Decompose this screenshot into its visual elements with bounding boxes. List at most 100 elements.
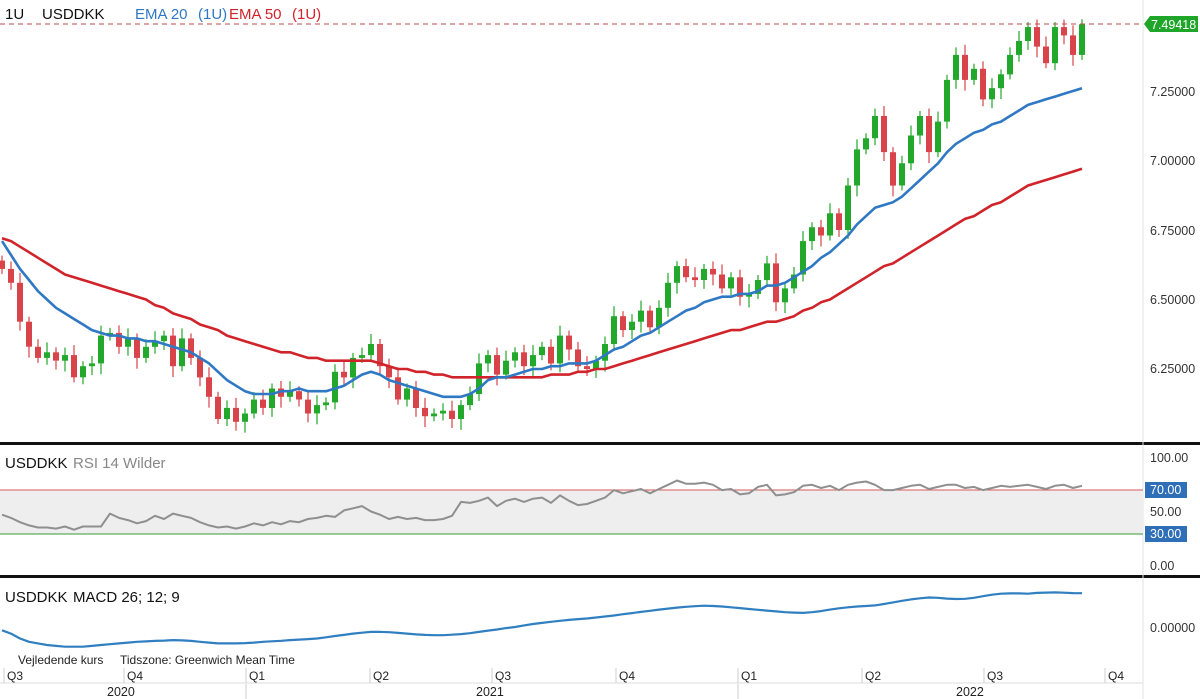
candle-body[interactable] xyxy=(44,352,50,358)
candle-body[interactable] xyxy=(863,138,869,150)
symbol-label[interactable]: USDDKK xyxy=(42,6,105,23)
candle-body[interactable] xyxy=(98,335,104,364)
candle-body[interactable] xyxy=(431,413,437,417)
candle-body[interactable] xyxy=(422,407,428,417)
candle-body[interactable] xyxy=(800,241,806,275)
candle-body[interactable] xyxy=(251,399,257,414)
candle-body[interactable] xyxy=(917,116,923,136)
candle-body[interactable] xyxy=(773,263,779,303)
candle-body[interactable] xyxy=(1034,27,1040,47)
candle-body[interactable] xyxy=(116,332,122,347)
candle-body[interactable] xyxy=(539,346,545,356)
candle-body[interactable] xyxy=(26,321,32,347)
candle-body[interactable] xyxy=(746,293,752,297)
candle-body[interactable] xyxy=(359,355,365,358)
candle-body[interactable] xyxy=(323,402,329,406)
candle-body[interactable] xyxy=(215,396,221,419)
candle-body[interactable] xyxy=(620,316,626,331)
candle-body[interactable] xyxy=(1061,27,1067,36)
candle-body[interactable] xyxy=(8,268,14,283)
panel-separator-rsi[interactable] xyxy=(0,442,1200,445)
candle-body[interactable] xyxy=(170,335,176,367)
candle-body[interactable] xyxy=(143,346,149,358)
candle-body[interactable] xyxy=(377,344,383,367)
candle-body[interactable] xyxy=(341,371,347,378)
candle-body[interactable] xyxy=(566,335,572,350)
candle-body[interactable] xyxy=(557,335,563,364)
candle-body[interactable] xyxy=(134,338,140,358)
candle-body[interactable] xyxy=(260,399,266,408)
candle-body[interactable] xyxy=(296,391,302,400)
candle-body[interactable] xyxy=(926,116,932,153)
candle-body[interactable] xyxy=(674,266,680,283)
candle-body[interactable] xyxy=(809,227,815,242)
candle-body[interactable] xyxy=(278,388,284,397)
candle-body[interactable] xyxy=(521,352,527,367)
candle-body[interactable] xyxy=(1070,35,1076,55)
candle-body[interactable] xyxy=(602,344,608,361)
candle-body[interactable] xyxy=(53,352,59,361)
candle-body[interactable] xyxy=(233,407,239,422)
candle-body[interactable] xyxy=(665,282,671,308)
rsi-symbol-label[interactable]: USDDKK xyxy=(5,455,68,472)
candle-body[interactable] xyxy=(548,346,554,364)
candle-body[interactable] xyxy=(827,213,833,236)
candle-body[interactable] xyxy=(224,407,230,419)
candle-body[interactable] xyxy=(314,405,320,414)
candle-body[interactable] xyxy=(395,377,401,400)
candle-body[interactable] xyxy=(35,346,41,358)
candle-body[interactable] xyxy=(899,163,905,186)
candle-body[interactable] xyxy=(584,366,590,369)
candle-body[interactable] xyxy=(998,74,1004,89)
candle-body[interactable] xyxy=(494,355,500,375)
candle-body[interactable] xyxy=(719,274,725,289)
candle-body[interactable] xyxy=(368,344,374,356)
candle-body[interactable] xyxy=(710,268,716,275)
candle-body[interactable] xyxy=(1079,24,1085,55)
candle-body[interactable] xyxy=(683,266,689,278)
candle-body[interactable] xyxy=(188,338,194,358)
candle-body[interactable] xyxy=(440,410,446,414)
candle-body[interactable] xyxy=(206,377,212,397)
candle-body[interactable] xyxy=(242,413,248,422)
candle-body[interactable] xyxy=(350,357,356,378)
ema20-legend-interval[interactable]: (1U) xyxy=(198,6,227,23)
candle-body[interactable] xyxy=(503,360,509,375)
candle-body[interactable] xyxy=(953,54,959,80)
candle-body[interactable] xyxy=(17,282,23,322)
candle-body[interactable] xyxy=(305,399,311,414)
candle-body[interactable] xyxy=(575,349,581,367)
candle-body[interactable] xyxy=(458,405,464,419)
candle-body[interactable] xyxy=(980,68,986,100)
rsi-indicator-label[interactable]: RSI 14 Wilder xyxy=(73,455,166,472)
candle-body[interactable] xyxy=(476,363,482,394)
candle-body[interactable] xyxy=(593,360,599,369)
candle-body[interactable] xyxy=(818,227,824,236)
candle-body[interactable] xyxy=(782,288,788,303)
candle-body[interactable] xyxy=(611,316,617,344)
candle-body[interactable] xyxy=(0,260,5,269)
candle-body[interactable] xyxy=(656,307,662,328)
ema50-legend-interval[interactable]: (1U) xyxy=(292,6,321,23)
candle-body[interactable] xyxy=(845,185,851,231)
candle-body[interactable] xyxy=(872,116,878,139)
candle-body[interactable] xyxy=(386,366,392,378)
candle-body[interactable] xyxy=(1052,27,1058,64)
candle-body[interactable] xyxy=(332,371,338,403)
candle-body[interactable] xyxy=(1043,46,1049,64)
candle-body[interactable] xyxy=(737,277,743,297)
candle-body[interactable] xyxy=(647,310,653,328)
candle-body[interactable] xyxy=(638,310,644,322)
candle-body[interactable] xyxy=(764,263,770,281)
candle-body[interactable] xyxy=(692,277,698,281)
ema20-legend[interactable]: EMA 20 xyxy=(135,6,188,23)
candle-body[interactable] xyxy=(971,68,977,80)
panel-separator-macd[interactable] xyxy=(0,575,1200,578)
candle-body[interactable] xyxy=(269,388,275,409)
candle-body[interactable] xyxy=(890,152,896,186)
candle-body[interactable] xyxy=(1007,54,1013,75)
candle-body[interactable] xyxy=(413,388,419,409)
candle-body[interactable] xyxy=(629,321,635,330)
candle-body[interactable] xyxy=(530,355,536,367)
candle-body[interactable] xyxy=(1016,41,1022,55)
